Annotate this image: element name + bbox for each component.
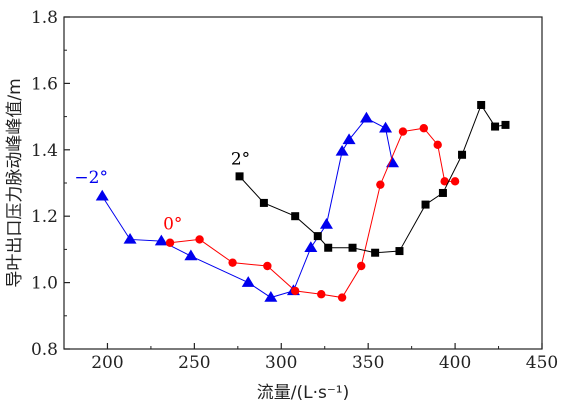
data-point-square — [501, 120, 510, 129]
data-point-circle — [450, 177, 460, 186]
data-point-square — [477, 100, 486, 109]
data-point-square — [395, 247, 404, 256]
y-tick-label: 1.8 — [31, 8, 58, 28]
series-label: −2° — [74, 168, 108, 188]
data-point-circle — [433, 140, 442, 150]
data-point-triangle — [95, 189, 109, 201]
data-point-triangle — [342, 133, 356, 145]
x-tick-label: 300 — [265, 353, 297, 373]
data-point-triangle — [379, 121, 393, 133]
data-point-square — [421, 200, 430, 209]
series-label: 2° — [231, 150, 250, 170]
data-point-square — [291, 212, 300, 221]
data-point-triangle — [335, 144, 349, 156]
series-label-group: −2° 0° 2° — [74, 150, 250, 235]
data-point-circle — [290, 286, 300, 296]
series-label: 0° — [163, 214, 182, 234]
y-tick-label: 1.6 — [31, 74, 58, 94]
x-tick-label: 200 — [91, 353, 123, 373]
data-point-triangle — [304, 241, 318, 252]
data-point-circle — [376, 180, 385, 189]
data-point-square — [371, 248, 380, 257]
y-tick-label: 1.4 — [31, 141, 58, 161]
series-group — [95, 100, 510, 302]
plot-frame — [63, 16, 543, 350]
data-point-square — [458, 150, 467, 159]
data-point-triangle — [319, 218, 333, 229]
data-point-square — [313, 232, 322, 241]
y-tick-label: 1.0 — [31, 274, 58, 294]
data-point-square — [324, 243, 333, 252]
y-tick-label: 0.8 — [31, 340, 58, 360]
x-tick-label: 350 — [352, 353, 384, 373]
data-point-square — [491, 122, 500, 131]
data-point-triangle — [154, 234, 168, 246]
y-tick-label: 1.2 — [31, 207, 58, 227]
data-point-circle — [440, 177, 449, 186]
data-point-triangle — [264, 291, 278, 302]
data-point-circle — [317, 290, 326, 299]
data-point-square — [235, 172, 244, 181]
data-point-square — [348, 243, 357, 252]
series-line — [101, 117, 394, 299]
x-tick-label: 400 — [439, 353, 471, 373]
data-point-circle — [228, 258, 237, 267]
data-point-triangle — [184, 249, 198, 261]
data-point-circle — [357, 261, 366, 271]
data-point-square — [259, 198, 268, 207]
series-line — [239, 103, 506, 254]
tick-group: 200 250 300 350 400 450 0.8 1.0 1.2 1.4 1.6 1.8 — [31, 8, 558, 373]
data-point-circle — [398, 127, 408, 136]
data-point-triangle — [241, 276, 255, 287]
data-point-circle — [165, 238, 175, 247]
x-tick-label: 250 — [178, 353, 210, 373]
data-point-triangle — [359, 111, 373, 123]
x-axis-label: 流量/(L·s⁻¹) — [257, 383, 350, 403]
series-line — [169, 127, 456, 299]
data-point-triangle — [123, 232, 137, 244]
data-point-circle — [337, 293, 347, 302]
data-point-circle — [263, 261, 272, 271]
data-point-circle — [419, 124, 429, 133]
data-point-square — [438, 188, 447, 197]
y-axis-label: 导叶出口压力脉动峰峰值/m — [5, 78, 25, 287]
data-point-circle — [195, 235, 204, 244]
x-tick-label: 450 — [526, 353, 558, 373]
